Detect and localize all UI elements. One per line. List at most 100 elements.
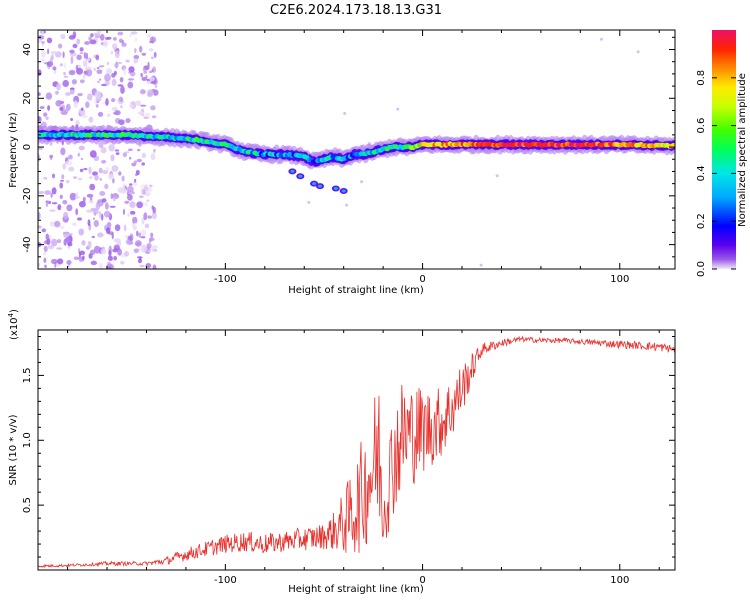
heatmap-speckle bbox=[114, 224, 121, 232]
y-tick-label: 0.5 bbox=[22, 497, 33, 513]
heatmap-speckle bbox=[128, 66, 135, 73]
heatmap-speckle bbox=[38, 190, 45, 195]
heatmap-speckle bbox=[98, 262, 103, 269]
heatmap-speckle bbox=[108, 249, 112, 257]
bottom-x-axis-label: Height of straight line (km) bbox=[288, 584, 424, 595]
heatmap-speckle bbox=[100, 213, 104, 221]
heatmap-speckle bbox=[75, 192, 78, 198]
heatmap-speckle bbox=[97, 200, 102, 203]
heatmap-speckle bbox=[148, 238, 152, 243]
heatmap-speckle bbox=[50, 221, 54, 227]
heatmap-speckle bbox=[144, 192, 151, 197]
heatmap-speckle bbox=[110, 154, 115, 162]
colorbar-tick-label: 0.6 bbox=[696, 118, 707, 134]
heatmap-speckle bbox=[62, 199, 68, 205]
heatmap-speckle bbox=[41, 30, 44, 37]
heatmap-speckle bbox=[118, 119, 125, 126]
heatmap-speckle bbox=[149, 40, 154, 44]
top-plot-frame bbox=[37, 29, 676, 270]
heatmap-blob-core bbox=[312, 182, 317, 186]
heatmap-speckle bbox=[142, 68, 146, 72]
colorbar-tick-label: 0.2 bbox=[696, 213, 707, 229]
heatmap-speckle bbox=[143, 212, 148, 221]
heatmap-speckle bbox=[146, 33, 151, 38]
heatmap-speckle bbox=[68, 69, 76, 76]
heatmap-speckle bbox=[111, 106, 118, 111]
heatmap-blob-core bbox=[298, 174, 303, 178]
y-tick-label: 1.0 bbox=[22, 432, 33, 448]
heatmap-speckle bbox=[84, 66, 92, 70]
heatmap-speckle bbox=[59, 106, 64, 112]
heatmap-speckle bbox=[111, 73, 116, 78]
heatmap-speckle bbox=[127, 81, 134, 89]
heatmap-speckle bbox=[44, 190, 52, 195]
heatmap-speckle bbox=[135, 240, 142, 247]
heatmap-speckle bbox=[132, 216, 138, 224]
heatmap-speckle bbox=[107, 36, 112, 40]
heatmap-blob-core bbox=[318, 184, 322, 188]
heatmap-speckle bbox=[40, 50, 46, 58]
heatmap-speckle bbox=[45, 116, 49, 120]
heatmap-speckle bbox=[140, 229, 147, 237]
heatmap-speckle bbox=[56, 82, 61, 91]
heatmap-speckle bbox=[53, 220, 61, 228]
heatmap-speckle bbox=[63, 62, 67, 70]
heatmap-speckle bbox=[88, 36, 92, 41]
heatmap-speckle bbox=[66, 260, 72, 265]
heatmap-speckle bbox=[81, 240, 86, 246]
heatmap-speckle bbox=[38, 155, 41, 162]
heatmap-speckle bbox=[111, 78, 117, 87]
heatmap-speckle bbox=[143, 70, 148, 74]
heatmap-speckle bbox=[125, 239, 131, 245]
heatmap-speckle bbox=[343, 112, 347, 115]
heatmap-speckle bbox=[82, 255, 85, 261]
heatmap-speckle bbox=[121, 42, 127, 47]
heatmap-speckle bbox=[98, 210, 102, 219]
heatmap-speckle bbox=[71, 79, 77, 85]
heatmap-speckle bbox=[85, 52, 89, 60]
heatmap-speckle bbox=[139, 264, 145, 268]
heatmap-speckle bbox=[79, 47, 84, 52]
heatmap-speckle bbox=[77, 152, 80, 157]
heatmap-speckle bbox=[101, 198, 107, 203]
heatmap-speckle bbox=[103, 210, 111, 218]
heatmap-speckle bbox=[114, 149, 120, 152]
heatmap-speckle bbox=[112, 111, 119, 115]
heatmap-speckle bbox=[137, 258, 143, 264]
heatmap-speckle bbox=[495, 174, 499, 178]
heatmap-speckle bbox=[600, 37, 603, 41]
heatmap-speckle bbox=[88, 200, 94, 204]
spectrogram-panel: -100 0 100 -40 -20 0 20 40 Height of straight … bbox=[8, 29, 676, 296]
heatmap-speckle bbox=[69, 87, 75, 90]
heatmap-speckle bbox=[98, 141, 104, 149]
heatmap-speckle bbox=[38, 147, 44, 151]
heatmap-speckle bbox=[86, 93, 93, 101]
heatmap-speckle bbox=[153, 148, 156, 153]
heatmap-speckle bbox=[77, 217, 82, 221]
heatmap-speckle bbox=[119, 77, 124, 83]
heatmap-speckle bbox=[96, 80, 100, 84]
heatmap-speckle bbox=[92, 217, 95, 220]
y-tick-label: 1.5 bbox=[22, 367, 33, 383]
heatmap-speckle bbox=[72, 43, 78, 49]
bottom-y-axis-label: SNR (10 * v/v) bbox=[8, 414, 19, 485]
bottom-plot-frame bbox=[37, 329, 676, 571]
heatmap-speckle bbox=[111, 264, 115, 269]
heatmap-speckle bbox=[99, 178, 103, 181]
heatmap-speckle bbox=[144, 184, 148, 187]
heatmap-speckle bbox=[80, 109, 86, 117]
heatmap-speckle bbox=[78, 200, 86, 208]
colorbar: 0.0 0.2 0.4 0.6 0.8 Normalized spectral ampl… bbox=[696, 30, 748, 277]
heatmap-speckle bbox=[70, 56, 74, 65]
heatmap-speckle bbox=[98, 78, 102, 81]
heatmap-speckle bbox=[90, 33, 94, 38]
heatmap-speckle bbox=[125, 151, 130, 154]
heatmap-speckle bbox=[98, 167, 103, 174]
heatmap-speckle bbox=[112, 43, 118, 50]
heatmap-speckle bbox=[88, 166, 92, 175]
heatmap-speckle bbox=[103, 39, 109, 48]
heatmap-speckle bbox=[68, 233, 73, 236]
heatmap-speckle bbox=[62, 163, 67, 170]
heatmap-speckle bbox=[117, 84, 124, 87]
heatmap-speckle bbox=[141, 52, 147, 56]
